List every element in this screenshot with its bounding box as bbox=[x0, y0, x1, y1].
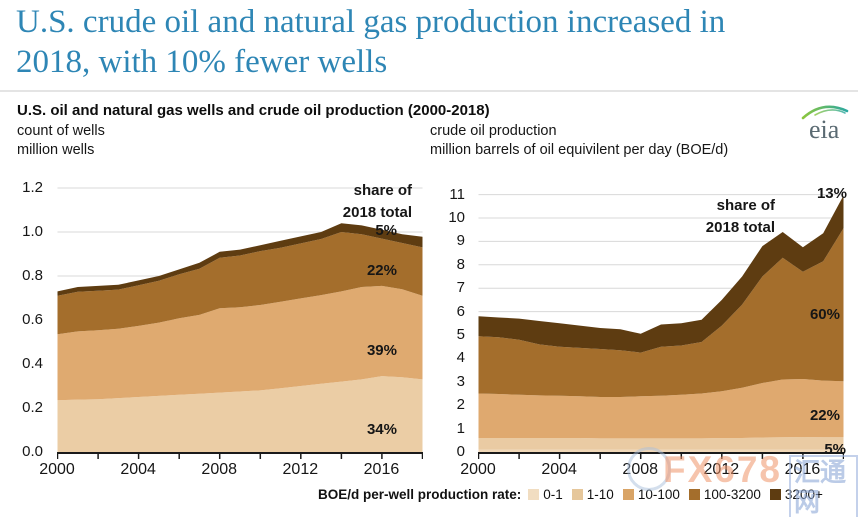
legend-item-3200+: 3200+ bbox=[769, 487, 823, 502]
right-caption-line1: crude oil production bbox=[430, 123, 557, 139]
chart-title: U.S. oil and natural gas wells and crude… bbox=[17, 102, 490, 119]
area-band-3200+ bbox=[478, 195, 844, 353]
y-tick-label: 5 bbox=[456, 326, 465, 343]
area-band-10-100 bbox=[57, 232, 423, 335]
headline: U.S. crude oil and natural gas productio… bbox=[16, 2, 852, 83]
left-axis-captions: count of wells million wells bbox=[17, 122, 105, 160]
y-tick-label: 1.0 bbox=[22, 223, 43, 240]
divider bbox=[0, 90, 858, 92]
y-tick-label: 0.6 bbox=[22, 311, 43, 328]
area-band-100-3200 bbox=[57, 223, 423, 296]
production-y-axis: 0 1 2 3 4 5 6 7 8 9 10 11 bbox=[430, 182, 470, 460]
area-band-10-100 bbox=[478, 379, 844, 439]
x-tick-label: 2008 bbox=[201, 461, 238, 478]
legend-item-label: 0-1 bbox=[543, 487, 563, 502]
area-band-1-10 bbox=[57, 285, 423, 401]
wells-y-axis: 0.0 0.2 0.4 0.6 0.8 1.0 1.2 bbox=[0, 179, 48, 460]
share-label-1-10: 5% bbox=[824, 441, 846, 458]
y-tick-label: 10 bbox=[448, 209, 465, 226]
share-label-10-100: 22% bbox=[366, 262, 397, 279]
x-tick-label: 2000 bbox=[460, 461, 496, 478]
share-label-100-3200: 5% bbox=[375, 222, 397, 239]
y-tick-label: 8 bbox=[456, 255, 465, 273]
area-band-100-3200 bbox=[478, 228, 844, 397]
wells-stacked-area-chart bbox=[57, 187, 423, 459]
legend-item-1-10: 1-10 bbox=[571, 487, 614, 502]
x-tick-label: 2012 bbox=[703, 461, 740, 478]
x-tick-label: 2012 bbox=[282, 461, 319, 478]
y-tick-label: 9 bbox=[456, 232, 465, 250]
x-tick-label: 2004 bbox=[120, 461, 156, 478]
legend-item-label: 10-100 bbox=[637, 487, 680, 502]
x-tick-label: 2016 bbox=[363, 461, 400, 478]
x-tick-label: 2004 bbox=[541, 461, 577, 478]
legend-swatch-icon bbox=[688, 489, 700, 500]
left-caption-line2: million wells bbox=[17, 142, 95, 158]
production-x-axis: 2000 2004 2008 2012 2016 bbox=[430, 461, 858, 483]
legend-item-100-3200: 100-3200 bbox=[688, 487, 761, 502]
x-axis-line bbox=[57, 452, 423, 454]
left-caption-line1: count of wells bbox=[17, 123, 105, 139]
wells-x-axis: 2000 2004 2008 2012 2016 bbox=[0, 461, 430, 483]
y-tick-label: 7 bbox=[456, 279, 465, 297]
share-label-3200+: 13% bbox=[816, 185, 847, 202]
production-chart-panel: 0 1 2 3 4 5 6 7 8 9 10 11 2000 2004 2008 2012 2016 shar… bbox=[430, 182, 858, 494]
legend-swatch-icon bbox=[622, 489, 634, 500]
y-tick-label: 0 bbox=[456, 443, 465, 460]
legend-title: BOE/d per-well production rate: bbox=[318, 487, 522, 502]
legend-item-label: 3200+ bbox=[784, 487, 823, 502]
wells-chart-panel: 0.0 0.2 0.4 0.6 0.8 1.0 1.2 2000 2004 2008 2012 20… bbox=[0, 179, 430, 494]
y-tick-label: 1.2 bbox=[22, 179, 43, 196]
x-tick-label: 2000 bbox=[39, 461, 75, 478]
legend-swatch-icon bbox=[571, 489, 583, 500]
wells-share-annotation: share of 2018 total bbox=[342, 182, 412, 221]
x-tick-label: 2016 bbox=[784, 461, 821, 478]
x-axis-line bbox=[478, 452, 844, 454]
share-label-0-1: 34% bbox=[366, 421, 397, 438]
eia-logo-text: eia bbox=[809, 115, 840, 144]
y-tick-label: 11 bbox=[449, 185, 465, 203]
y-tick-label: 0.0 bbox=[22, 443, 43, 460]
production-share-annotation: share of 2018 total bbox=[705, 197, 775, 236]
headline-line2: 2018, with 10% fewer wells bbox=[16, 44, 388, 81]
y-tick-label: 3 bbox=[456, 372, 465, 390]
y-tick-label: 0.4 bbox=[22, 355, 43, 372]
y-tick-label: 4 bbox=[456, 349, 465, 367]
share-label-100-3200: 60% bbox=[809, 306, 840, 323]
y-tick-label: 2 bbox=[456, 396, 465, 414]
legend-item-0-1: 0-1 bbox=[528, 487, 563, 502]
right-caption-line2: million barrels of oil equivilent per da… bbox=[430, 142, 729, 158]
y-tick-label: 0.8 bbox=[22, 267, 43, 284]
x-tick-label: 2008 bbox=[622, 461, 659, 478]
right-axis-captions: crude oil production million barrels of … bbox=[430, 122, 728, 160]
share-label-10-100: 22% bbox=[809, 407, 840, 424]
y-tick-label: 6 bbox=[456, 302, 465, 320]
legend: BOE/d per-well production rate: 0-1 1-10 1… bbox=[318, 487, 832, 502]
area-band-0-1 bbox=[478, 449, 844, 452]
y-tick-label: 1 bbox=[456, 419, 465, 437]
area-band-0-1 bbox=[57, 376, 423, 452]
legend-item-10-100: 10-100 bbox=[622, 487, 680, 502]
y-tick-label: 0.2 bbox=[22, 399, 43, 416]
share-label-1-10: 39% bbox=[366, 342, 397, 359]
legend-swatch-icon bbox=[528, 489, 540, 500]
area-band-1-10 bbox=[478, 437, 844, 450]
eia-logo-icon: eia bbox=[801, 105, 849, 144]
production-stacked-area-chart bbox=[478, 194, 844, 459]
legend-item-label: 1-10 bbox=[586, 487, 614, 502]
legend-item-label: 100-3200 bbox=[703, 487, 761, 502]
headline-line1: U.S. crude oil and natural gas productio… bbox=[16, 4, 726, 40]
legend-swatch-icon bbox=[769, 489, 781, 500]
